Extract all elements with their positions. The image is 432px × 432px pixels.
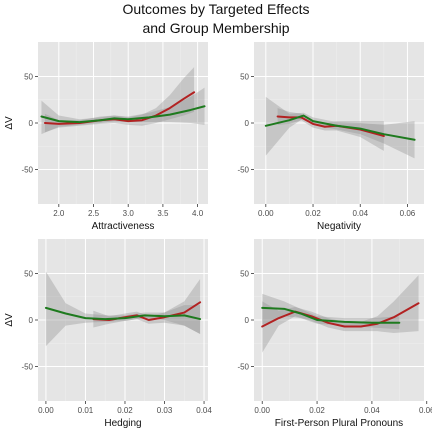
y-tick-label: 50 — [240, 72, 249, 81]
series-line-red — [261, 302, 420, 328]
y-tick-label: 50 — [24, 269, 33, 278]
chart-panel-1: 2.0 2.5 3.0 3.5 4.0 -50 0 50 Attractiveness ΔV — [4, 42, 208, 232]
confidence-band-green — [262, 293, 400, 330]
title-line-1: Outcomes by Targeted Effects — [122, 1, 310, 17]
y-tick-label: 0 — [29, 119, 34, 128]
x-tick-label: 2.5 — [88, 209, 100, 218]
title-line-2: and Group Membership — [142, 20, 290, 36]
y-tick-label: -50 — [21, 363, 33, 372]
confidence-band-green — [265, 96, 415, 159]
x-tick-label: 0.02 — [305, 209, 321, 218]
x-axis-label: Attractiveness — [92, 221, 155, 232]
chart-panel-3: 0.00 0.01 0.02 0.03 0.04 -50 0 50 Hedging ΔV — [4, 239, 212, 429]
x-tick-label: 0.00 — [254, 406, 270, 415]
series-line-green — [261, 306, 401, 324]
series-line-green — [44, 306, 202, 321]
y-tick-label: 0 — [29, 316, 34, 325]
data-layer — [40, 67, 206, 135]
series-line-green — [264, 114, 416, 141]
x-tick-label: 0.02 — [309, 406, 325, 415]
x-tick-label: 3.0 — [123, 209, 135, 218]
x-tick-label: 2.0 — [53, 209, 65, 218]
x-tick-label: 4.0 — [192, 209, 204, 218]
y-tick-label: -50 — [21, 166, 33, 175]
y-axis-label: ΔV — [4, 313, 15, 327]
y-tick-label: 50 — [24, 72, 33, 81]
grid — [254, 42, 424, 204]
grid — [38, 239, 208, 401]
x-tick-label: 3.5 — [157, 209, 169, 218]
x-tick-label: 0.04 — [352, 209, 368, 218]
x-axis-label: First-Person Plural Pronouns — [275, 418, 403, 429]
x-tick-label: 0.00 — [38, 406, 54, 415]
x-tick-label: 0.04 — [196, 406, 212, 415]
y-axis-label: ΔV — [4, 116, 15, 130]
x-axis-label: Negativity — [317, 221, 361, 232]
x-tick-label: 0.06 — [419, 406, 432, 415]
x-tick-label: 0.03 — [157, 406, 173, 415]
y-tick-label: 0 — [245, 316, 250, 325]
chart-panel-4: 0.00 0.02 0.04 0.06 -50 0 50 First-Person Plura… — [237, 239, 432, 429]
y-tick-label: 50 — [240, 269, 249, 278]
grid — [254, 239, 428, 401]
x-axis-label: Hedging — [104, 418, 141, 429]
x-tick-label: 0.00 — [258, 209, 274, 218]
confidence-band-red — [262, 275, 419, 353]
series-line-red — [43, 91, 196, 125]
x-tick-label: 0.06 — [400, 209, 416, 218]
x-tick-label: 0.02 — [117, 406, 133, 415]
series-line-green — [40, 105, 206, 124]
data-layer — [261, 275, 420, 353]
data-layer — [44, 271, 202, 347]
y-tick-label: 0 — [245, 119, 250, 128]
figure-title: Outcomes by Targeted Effects and Group M… — [0, 0, 432, 38]
chart-panel-2: 0.00 0.02 0.04 0.06 -50 0 50 Negativity — [237, 42, 424, 232]
confidence-band-red — [93, 279, 201, 334]
x-tick-label: 0.01 — [78, 406, 94, 415]
x-tick-label: 0.04 — [364, 406, 380, 415]
y-tick-label: -50 — [237, 363, 249, 372]
data-layer — [264, 96, 416, 159]
y-tick-label: -50 — [237, 166, 249, 175]
